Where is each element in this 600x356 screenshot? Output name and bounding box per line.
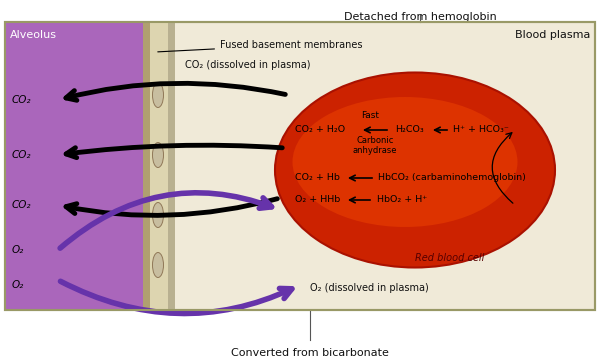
Text: Blood plasma: Blood plasma [515,30,590,40]
Bar [5,22,595,310]
Text: H₂CO₃: H₂CO₃ [395,126,424,135]
Text: O₂ (dissolved in plasma): O₂ (dissolved in plasma) [310,283,429,293]
Bar [5,22,595,310]
Text: CO₂: CO₂ [12,150,32,160]
Text: Converted from bicarbonate: Converted from bicarbonate [231,348,389,356]
Text: O₂: O₂ [12,245,24,255]
Text: HbCO₂ (carbaminohemoglobin): HbCO₂ (carbaminohemoglobin) [378,173,526,183]
Text: CO₂ + H₂O: CO₂ + H₂O [295,126,345,135]
Bar [143,22,150,310]
Text: Detached from hemoglobin: Detached from hemoglobin [344,12,496,22]
Text: H⁺ + HCO₃⁻: H⁺ + HCO₃⁻ [453,126,509,135]
Bar [168,22,175,310]
Ellipse shape [152,203,163,227]
Text: CO₂ + Hb: CO₂ + Hb [295,173,340,183]
Text: Fused basement membranes: Fused basement membranes [158,40,362,52]
Text: Fast: Fast [361,111,379,120]
Bar [150,22,168,310]
Text: Alveolus: Alveolus [10,30,57,40]
Ellipse shape [152,83,163,108]
Ellipse shape [152,142,163,168]
Text: Red blood cell: Red blood cell [415,253,485,263]
Ellipse shape [152,252,163,277]
Text: CO₂: CO₂ [12,200,32,210]
Bar [5,22,143,310]
Text: CO₂ (dissolved in plasma): CO₂ (dissolved in plasma) [185,60,311,70]
Ellipse shape [275,73,555,267]
Text: Carbonic
anhydrase: Carbonic anhydrase [353,136,397,156]
Text: HbO₂ + H⁺: HbO₂ + H⁺ [377,195,427,204]
Text: O₂ + HHb: O₂ + HHb [295,195,340,204]
Text: CO₂: CO₂ [12,95,32,105]
Text: O₂: O₂ [12,280,24,290]
Ellipse shape [293,97,517,227]
